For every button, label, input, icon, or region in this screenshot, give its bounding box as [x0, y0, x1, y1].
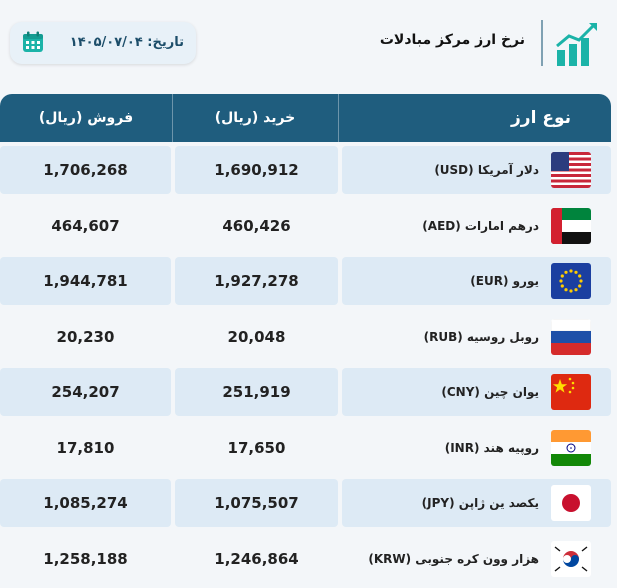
currency-name: یوان چین (CNY): [441, 385, 539, 399]
buy-rate: 1,690,912: [175, 146, 338, 194]
column-header-buy: خرید (ریال): [214, 110, 296, 126]
currency-cell: یوان چین (CNY): [342, 368, 611, 416]
table-row: روپیه هند (INR) 17,650 17,810: [0, 420, 611, 476]
date-label: تاریخ: ۱۴۰۵/۰۷/۰۴: [69, 35, 184, 50]
column-divider: [172, 94, 173, 142]
currency-name: هزار وون کره جنوبی (KRW): [368, 551, 539, 566]
currency-cell: روبل روسیه (RUB): [342, 313, 611, 361]
page-title: نرخ ارز مرکز مبادلات: [379, 32, 525, 48]
sell-rate: 1,085,274: [0, 479, 171, 527]
header-divider: [541, 20, 543, 66]
currency-name: دلار آمریکا (USD): [434, 163, 539, 177]
buy-rate: 20,048: [227, 327, 286, 346]
table-row: یکصد ین ژاپن (JPY) 1,075,507 1,085,274: [0, 475, 611, 531]
buy-rate: 460,426: [222, 216, 291, 235]
eu-flag-icon: [551, 263, 591, 299]
buy-rate: 1,927,278: [175, 257, 338, 305]
table-row: روبل روسیه (RUB) 20,048 20,230: [0, 309, 611, 365]
currency-cell: درهم امارات (AED): [342, 202, 611, 250]
sell-rate: 254,207: [0, 368, 171, 416]
russia-flag-icon: [551, 318, 591, 355]
sell-rate: 1,706,268: [0, 146, 171, 194]
rising-chart-icon: [556, 23, 597, 66]
china-flag-icon: [551, 374, 591, 410]
currency-name: روپیه هند (INR): [444, 440, 539, 455]
date-badge: تاریخ: ۱۴۰۵/۰۷/۰۴: [10, 22, 196, 64]
sell-rate: 1,944,781: [0, 257, 171, 305]
buy-rate: 1,246,864: [214, 549, 299, 568]
currency-name: یکصد ین ژاپن (JPY): [421, 496, 539, 510]
currency-cell: دلار آمریکا (USD): [342, 146, 611, 194]
currency-cell: یورو (EUR): [342, 257, 611, 305]
sell-rate: 1,258,188: [43, 549, 128, 568]
currency-cell: یکصد ین ژاپن (JPY): [342, 479, 611, 527]
sell-rate: 17,810: [56, 438, 115, 457]
table-row: درهم امارات (AED) 460,426 464,607: [0, 198, 611, 254]
currency-cell: هزار وون کره جنوبی (KRW): [342, 535, 611, 583]
india-flag-icon: [551, 429, 591, 466]
exchange-rate-table: نوع ارز خرید (ریال) فروش (ریال) دلار آمر…: [0, 94, 611, 586]
table-row: یوان چین (CNY) 251,919 254,207: [0, 364, 611, 420]
table-row: یورو (EUR) 1,927,278 1,944,781: [0, 253, 611, 309]
currency-name: روبل روسیه (RUB): [423, 329, 539, 344]
buy-rate: 1,075,507: [175, 479, 338, 527]
currency-name: یورو (EUR): [470, 274, 539, 288]
table-header: نوع ارز خرید (ریال) فروش (ریال): [0, 94, 611, 142]
table-row: هزار وون کره جنوبی (KRW) 1,246,864 1,258…: [0, 531, 611, 587]
column-header-sell: فروش (ریال): [38, 110, 134, 126]
south-korea-flag-icon: [551, 540, 591, 577]
buy-rate: 17,650: [227, 438, 286, 457]
sell-rate: 464,607: [51, 216, 120, 235]
japan-flag-icon: [551, 485, 591, 521]
column-header-currency: نوع ارز: [511, 108, 571, 128]
currency-name: درهم امارات (AED): [422, 218, 539, 233]
calendar-icon: [23, 31, 43, 52]
usa-flag-icon: [551, 152, 591, 188]
currency-cell: روپیه هند (INR): [342, 424, 611, 472]
uae-flag-icon: [551, 207, 591, 244]
column-divider: [338, 94, 339, 142]
page-header: نرخ ارز مرکز مبادلات تاریخ: ۱۴۰۵/۰۷/۰۴: [0, 0, 617, 88]
buy-rate: 251,919: [175, 368, 338, 416]
table-row: دلار آمریکا (USD) 1,690,912 1,706,268: [0, 142, 611, 198]
sell-rate: 20,230: [56, 327, 115, 346]
